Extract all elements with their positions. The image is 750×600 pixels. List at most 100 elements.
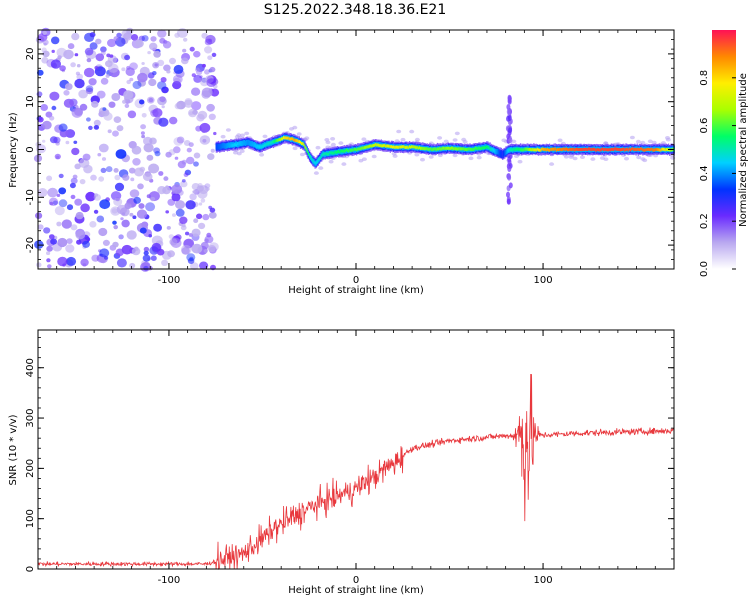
- ridge-cell: [503, 152, 505, 156]
- ridge-cell: [631, 147, 633, 151]
- ridge-cell: [577, 148, 579, 151]
- ridge-spike-dot: [507, 94, 512, 101]
- ridge-cell: [442, 146, 444, 150]
- ridge-cell: [489, 147, 491, 151]
- ridge-cell: [312, 159, 314, 163]
- noise-blob: [63, 98, 74, 108]
- ridge-spike-dot: [506, 108, 511, 115]
- noise-blob: [188, 142, 194, 148]
- noise-blob: [69, 182, 76, 189]
- noise-blob: [208, 245, 216, 253]
- noise-blob: [208, 205, 213, 210]
- noise-blob: [129, 77, 134, 82]
- noise-blob: [65, 83, 73, 91]
- ridge-cell: [441, 147, 443, 151]
- ridge-cell: [560, 148, 562, 152]
- noise-blob: [208, 211, 217, 219]
- ridge-cell: [468, 147, 470, 151]
- noise-blob: [98, 143, 109, 153]
- noise-blob: [167, 250, 176, 258]
- ridge-spike-dot: [507, 115, 512, 121]
- ridge-cell: [598, 148, 600, 152]
- ridge-cell: [587, 148, 589, 151]
- noise-blob: [49, 115, 55, 121]
- noise-blob: [183, 172, 189, 177]
- noise-blob: [168, 234, 174, 240]
- ridge-cell: [635, 148, 637, 152]
- ridge-cell: [601, 147, 603, 151]
- noise-blob: [42, 120, 52, 130]
- noise-blob: [163, 176, 169, 181]
- ridge-cell: [272, 140, 275, 144]
- ridge-halo-dot: [640, 157, 646, 161]
- noise-blob: [41, 47, 47, 53]
- noise-blob: [147, 96, 155, 104]
- ridge-halo-dot: [233, 150, 238, 155]
- noise-blob: [75, 211, 84, 220]
- ridge-halo-dot: [318, 166, 324, 170]
- noise-blob: [49, 201, 54, 206]
- ridge-cell: [478, 146, 480, 150]
- noise-blob: [37, 188, 48, 197]
- noise-blob: [42, 39, 49, 46]
- ridge-cell: [375, 142, 377, 146]
- noise-blob: [160, 77, 167, 83]
- noise-blob: [185, 200, 196, 210]
- ridge-cell: [439, 146, 441, 150]
- ridge-cell: [414, 145, 416, 149]
- noise-blob: [189, 193, 197, 201]
- ridge-cell: [366, 145, 368, 149]
- ridge-cell: [583, 148, 585, 151]
- ridge-cell: [507, 149, 509, 153]
- noise-blob: [37, 116, 44, 123]
- noise-blob: [129, 212, 134, 217]
- noise-blob: [181, 179, 186, 183]
- noise-blob: [42, 30, 47, 35]
- noise-blob: [67, 43, 75, 50]
- ridge-cell: [235, 143, 238, 147]
- noise-blob: [58, 173, 64, 179]
- ridge-cell: [586, 147, 588, 151]
- ridge-cell: [467, 147, 469, 151]
- ridge-halo-dot: [239, 149, 245, 153]
- noise-blob: [46, 251, 51, 256]
- ridge-cell: [568, 148, 570, 152]
- ridge-cell: [582, 147, 584, 151]
- ridge-halo-dot: [299, 152, 305, 157]
- ridge-cell: [440, 147, 442, 151]
- ridge-cell: [657, 148, 660, 152]
- ridge-cell: [370, 144, 372, 148]
- noise-blob: [42, 139, 46, 143]
- noise-blob: [116, 125, 124, 132]
- ridge-cell: [437, 147, 440, 151]
- ridge-cell: [404, 145, 406, 149]
- ridge-cell: [619, 148, 621, 152]
- ridge-cell: [572, 147, 574, 151]
- noise-blob: [147, 72, 155, 79]
- noise-blob: [104, 256, 109, 260]
- noise-blob: [114, 182, 125, 192]
- ridge-cell: [284, 136, 286, 140]
- ridge-cell: [408, 145, 410, 149]
- ridge-cell: [535, 148, 537, 152]
- noise-blob: [70, 177, 78, 184]
- noise-blob: [95, 53, 105, 62]
- noise-blob: [147, 51, 151, 55]
- ridge-cell: [648, 148, 651, 152]
- ridge-cell: [542, 147, 544, 151]
- ridge-cell: [286, 136, 288, 140]
- ridge-cell: [499, 151, 501, 155]
- ridge-cell: [232, 144, 234, 147]
- noise-blob: [162, 40, 172, 49]
- ridge-cell: [624, 148, 626, 152]
- ridge-cell: [267, 142, 269, 146]
- ridge-cell: [351, 148, 353, 152]
- ridge-cell: [335, 150, 337, 154]
- ridge-cell: [519, 148, 522, 152]
- noise-blob: [150, 109, 159, 118]
- ridge-cell: [605, 148, 607, 152]
- noise-blob: [95, 38, 102, 45]
- ridge-cell: [311, 157, 313, 161]
- ridge-cell: [449, 147, 451, 150]
- ridge-cell: [592, 147, 594, 151]
